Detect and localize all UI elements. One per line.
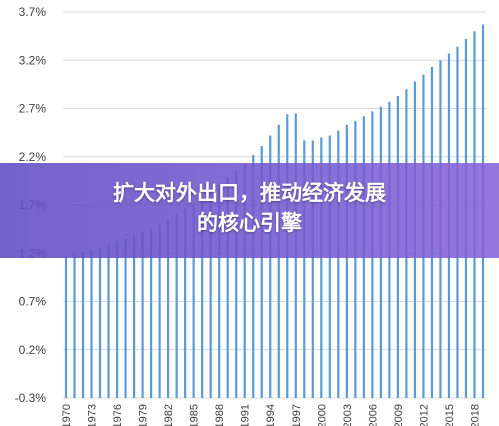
bar xyxy=(132,235,136,398)
x-tick-label: 1997 xyxy=(291,404,303,426)
x-tick-label: 1973 xyxy=(87,404,99,426)
bar xyxy=(167,219,170,398)
bar xyxy=(345,124,348,398)
bar xyxy=(226,177,229,398)
bar xyxy=(252,154,255,398)
bar xyxy=(73,254,76,398)
y-tick-label: 0.7% xyxy=(19,295,47,309)
bar xyxy=(269,135,272,398)
bar xyxy=(150,228,153,398)
x-tick-label: 1991 xyxy=(240,404,252,426)
bar xyxy=(277,124,280,398)
y-tick-label: 3.7% xyxy=(19,5,47,19)
bar xyxy=(64,256,68,398)
bar xyxy=(124,238,127,398)
x-tick-label: 1970 xyxy=(61,404,73,426)
bar xyxy=(218,184,221,398)
bar xyxy=(354,121,357,399)
bar xyxy=(141,232,144,398)
x-tick-label: 2000 xyxy=(316,404,328,426)
bar xyxy=(115,241,119,398)
y-tick-label: 2.7% xyxy=(19,102,47,116)
x-tick-label: 2006 xyxy=(367,404,379,426)
y-tick-label: 2.2% xyxy=(19,150,47,164)
bar xyxy=(243,163,246,398)
title-banner xyxy=(0,163,499,258)
bar xyxy=(337,130,340,398)
x-tick-label: 1982 xyxy=(163,404,175,426)
x-tick-label: 1988 xyxy=(214,404,226,426)
bar xyxy=(320,137,323,398)
bar xyxy=(81,252,85,398)
bar xyxy=(235,171,238,398)
y-tick-label: 3.2% xyxy=(19,53,47,67)
bar xyxy=(328,135,331,398)
x-tick-label: 1976 xyxy=(112,404,124,426)
x-tick-label: 1979 xyxy=(138,404,150,426)
banner-headline-line2: 的核心引擎 xyxy=(197,211,302,235)
bar xyxy=(209,191,212,398)
y-tick-label: -0.3% xyxy=(15,391,47,405)
bar xyxy=(107,244,110,398)
bar xyxy=(201,197,204,398)
x-tick-label: 2012 xyxy=(418,404,430,426)
x-tick-label: 2015 xyxy=(444,404,456,426)
bar xyxy=(311,140,314,398)
bar xyxy=(175,214,178,398)
x-tick-label: 1994 xyxy=(265,404,277,426)
x-tick-label: 1985 xyxy=(189,404,201,426)
bar xyxy=(303,140,306,398)
bar xyxy=(98,247,102,398)
bar xyxy=(158,224,161,398)
x-tick-label: 2009 xyxy=(393,404,405,426)
banner-headline: 扩大对外出口，推动经济发展 的核心引擎 xyxy=(0,178,499,238)
bar xyxy=(192,203,195,398)
banner-headline-line1: 扩大对外出口，推动经济发展 xyxy=(113,181,386,205)
bar xyxy=(184,208,187,398)
bar xyxy=(260,146,263,398)
y-tick-label: 0.2% xyxy=(19,343,47,357)
bar xyxy=(90,250,93,398)
x-tick-label: 2018 xyxy=(469,404,481,426)
x-tick-label: 2003 xyxy=(342,404,354,426)
